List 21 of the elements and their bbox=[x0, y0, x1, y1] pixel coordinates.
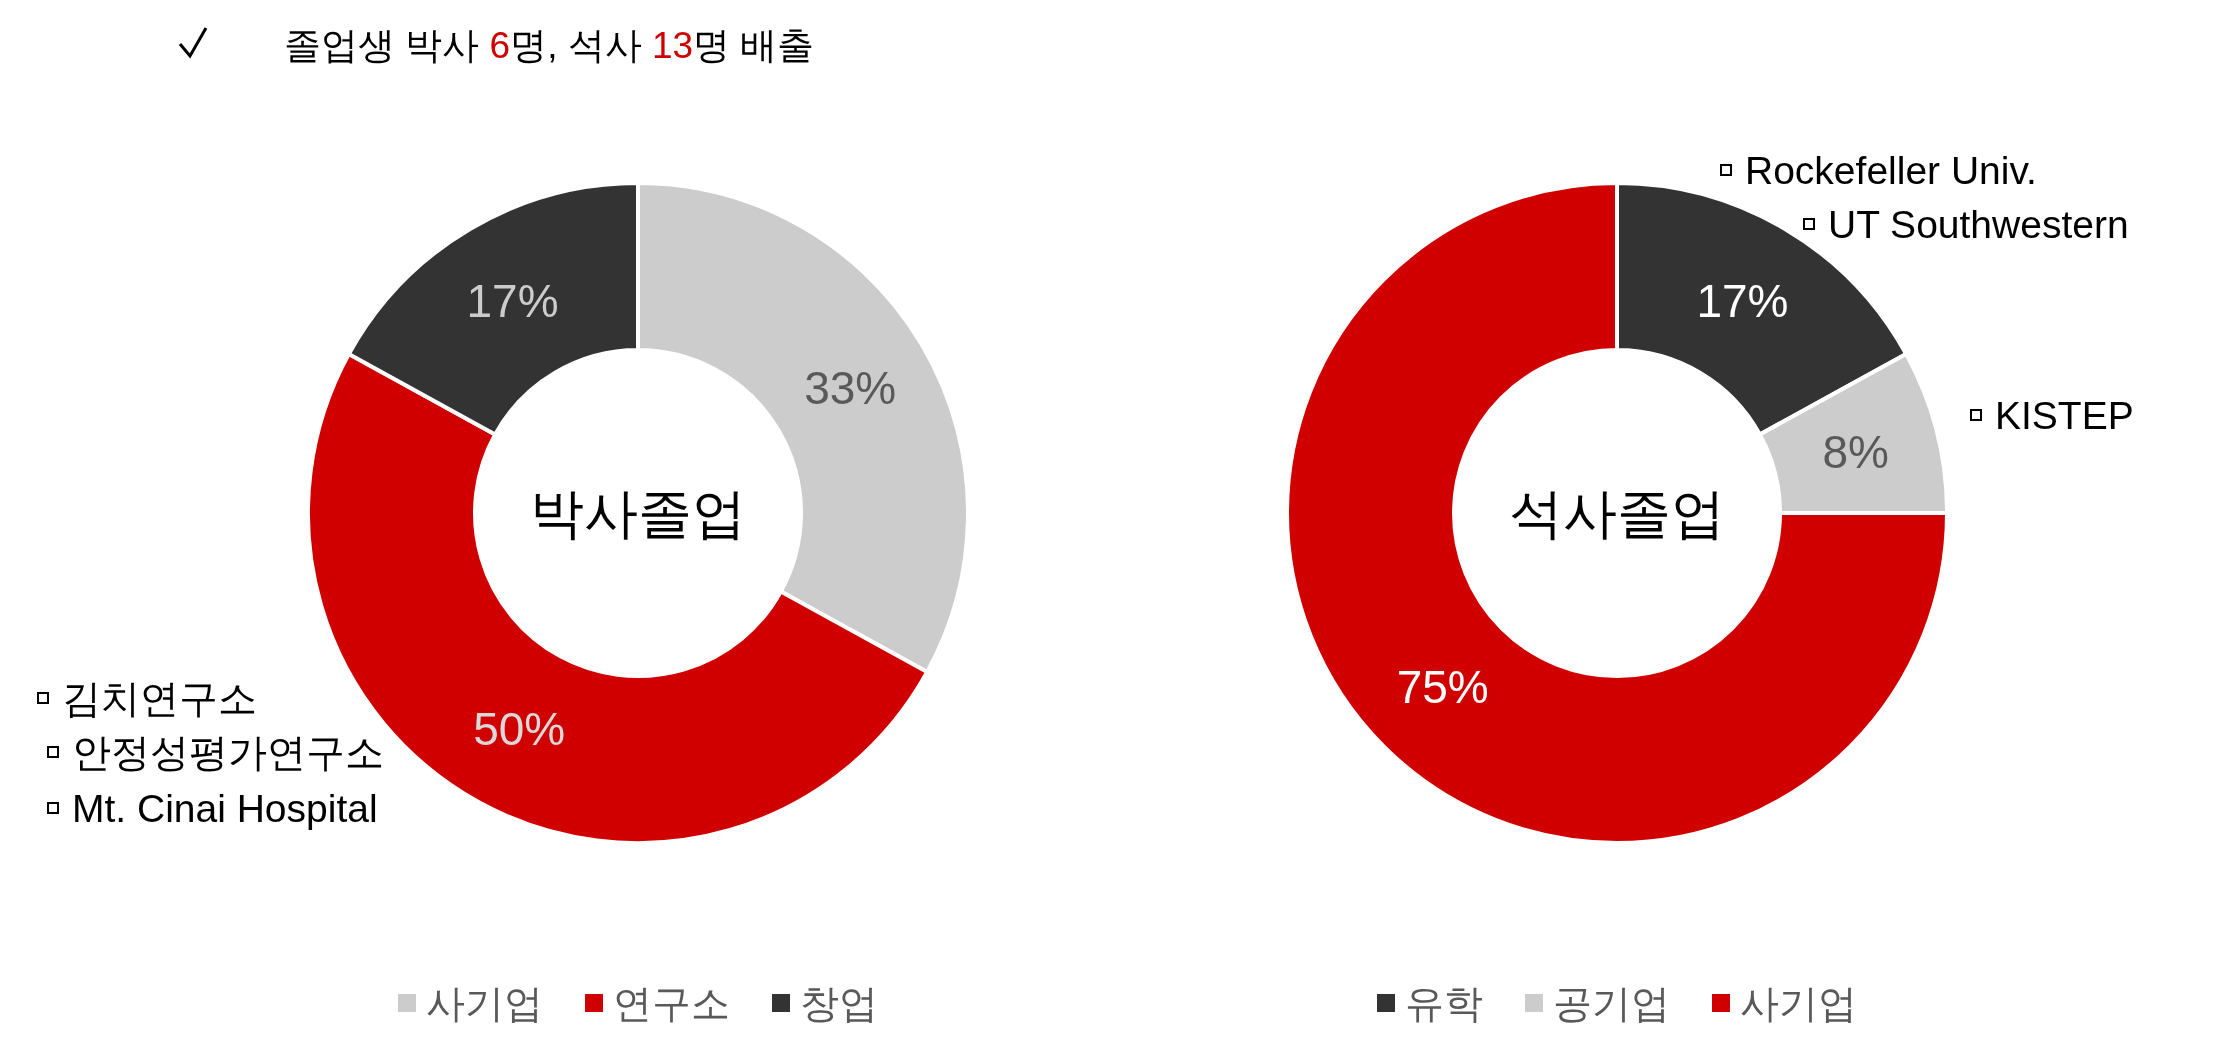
legend-label: 연구소 bbox=[613, 981, 730, 1025]
data-label: 75% bbox=[1396, 661, 1489, 714]
text: Rockefeller Univ. bbox=[1745, 148, 2037, 192]
data-label: 33% bbox=[804, 361, 897, 414]
text: 안정성평가연구소 bbox=[72, 730, 384, 774]
legend-label: 사기업 bbox=[1740, 981, 1857, 1025]
text: Mt. Cinai Hospital bbox=[72, 786, 378, 830]
legend-label: 창업 bbox=[800, 981, 878, 1025]
data-label: 17% bbox=[1696, 274, 1789, 327]
text: UT Southwestern bbox=[1828, 202, 2129, 246]
text: 박사졸업 bbox=[530, 483, 746, 543]
data-label: 50% bbox=[473, 703, 566, 756]
text: 석사졸업 bbox=[1509, 483, 1725, 543]
legend-label: 유학 bbox=[1405, 981, 1483, 1025]
text: 김치연구소 bbox=[62, 676, 257, 720]
data-label: 17% bbox=[466, 274, 559, 327]
chart-title: 졸업생 박사 6명, 석사 13명 배출 bbox=[284, 24, 815, 66]
data-label: 8% bbox=[1822, 425, 1889, 478]
text: KISTEP bbox=[1995, 393, 2134, 437]
legend-label: 공기업 bbox=[1553, 981, 1670, 1025]
legend-label: 사기업 bbox=[426, 981, 543, 1025]
